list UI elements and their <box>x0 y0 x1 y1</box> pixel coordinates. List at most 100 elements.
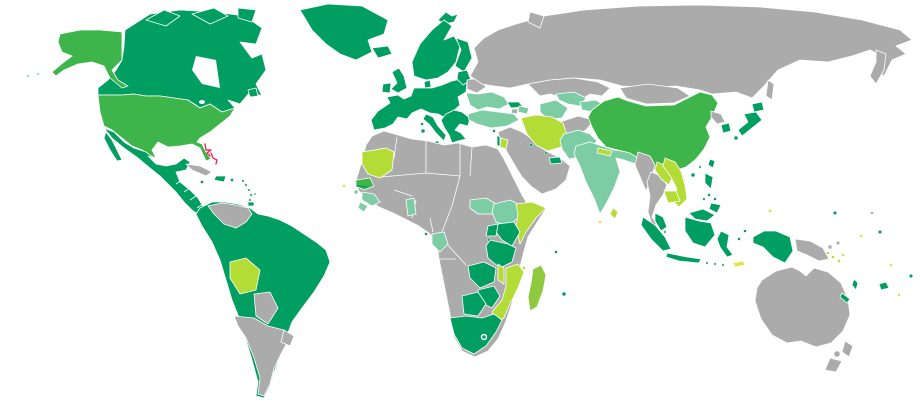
region-kazakhstan <box>527 77 611 103</box>
region-canada-arctic <box>145 9 181 27</box>
region-australia <box>754 266 851 348</box>
region-gambia <box>356 185 368 188</box>
region-tonga <box>897 293 901 297</box>
region-alaska <box>51 29 129 89</box>
region-kamchatka <box>869 49 887 85</box>
region-mongolia <box>619 83 691 105</box>
country-borders-africa <box>380 136 473 266</box>
region-denmark <box>423 79 432 89</box>
region-guinea <box>361 191 381 207</box>
region-cambodia <box>663 190 681 204</box>
region-gabon <box>431 231 449 253</box>
region-norway-sweden <box>411 19 461 81</box>
region-seychelles <box>554 250 558 254</box>
region-lesser-antilles <box>241 179 253 202</box>
region-marshall-islands <box>870 211 874 215</box>
region-lesotho <box>481 334 487 340</box>
region-malawi <box>497 263 505 285</box>
region-palau <box>768 209 772 213</box>
region-vanuatu <box>851 278 859 291</box>
region-sao-tome <box>424 232 428 236</box>
region-tanzania <box>485 239 517 269</box>
region-sakhalin <box>765 79 775 101</box>
region-qatar <box>544 151 548 155</box>
region-samoa <box>909 274 914 279</box>
region-canada-arctic <box>237 7 257 23</box>
region-south-sudan <box>469 197 497 215</box>
region-maldives <box>598 220 602 224</box>
region-bahamas <box>204 143 218 165</box>
region-turkmenistan <box>539 99 569 120</box>
region-uzbekistan <box>555 91 587 107</box>
region-israel <box>496 134 501 148</box>
region-singapore <box>663 230 667 234</box>
region-nepal <box>596 147 613 157</box>
region-zambia <box>467 261 497 289</box>
region-kuwait <box>529 143 533 147</box>
region-hong-kong <box>698 165 702 169</box>
region-papua-new-guinea <box>794 238 841 262</box>
region-madagascar <box>527 264 547 312</box>
region-new-zealand <box>824 340 854 373</box>
region-united-kingdom <box>390 67 408 94</box>
region-botswana <box>461 291 487 317</box>
region-philippines <box>702 172 722 214</box>
region-vietnam <box>662 157 688 208</box>
region-barbados <box>253 192 257 196</box>
region-south-africa <box>449 313 503 355</box>
region-china <box>587 91 719 173</box>
region-ireland <box>381 82 392 94</box>
region-taiwan <box>707 158 716 169</box>
region-sierra-leone <box>357 201 369 213</box>
region-indonesia <box>640 216 794 267</box>
region-usa <box>97 93 236 162</box>
region-uruguay <box>280 329 295 347</box>
hudson-bay <box>192 56 220 88</box>
region-azerbaijan <box>517 105 530 115</box>
region-jordan <box>499 137 509 150</box>
region-cyprus <box>492 129 496 133</box>
region-jamaica <box>200 180 204 184</box>
country-borders-central-america <box>175 179 209 216</box>
region-mauritania <box>361 147 395 179</box>
region-puerto-rico <box>230 178 234 182</box>
region-cuba <box>185 163 213 177</box>
region-ukraine <box>465 91 510 111</box>
region-south-korea <box>720 122 732 134</box>
region-paraguay <box>253 291 279 325</box>
region-north-korea <box>710 110 726 125</box>
region-newfoundland <box>247 87 259 98</box>
region-mexico-central-america <box>103 127 211 223</box>
region-sardinia <box>420 128 426 134</box>
region-togo-benin <box>405 197 417 217</box>
region-hispaniola <box>213 175 227 183</box>
region-nauru <box>859 234 863 238</box>
region-thailand <box>646 171 668 226</box>
region-malaysia <box>654 208 716 232</box>
region-micronesia <box>833 210 838 215</box>
region-mauritius <box>561 291 567 297</box>
region-italy <box>422 113 447 142</box>
region-trinidad <box>247 201 255 207</box>
region-kiribati <box>878 229 883 234</box>
great-lake <box>199 100 205 104</box>
region-greenland <box>299 3 389 61</box>
region-comoros <box>522 266 526 270</box>
region-solomon-islands <box>826 251 845 263</box>
region-tasmania <box>833 350 841 358</box>
region-india <box>573 141 643 215</box>
region-fiji <box>878 281 890 291</box>
region-timor-leste <box>732 260 746 268</box>
region-tuvalu <box>889 263 893 267</box>
region-aleutians <box>26 74 30 78</box>
region-hainan <box>690 172 696 178</box>
region-uganda <box>485 223 499 237</box>
region-somalia <box>515 201 547 245</box>
region-turkey <box>467 109 520 129</box>
region-japan <box>733 101 765 141</box>
region-uae <box>548 156 563 165</box>
region-bolivia <box>229 257 261 295</box>
region-argentina <box>233 315 291 397</box>
